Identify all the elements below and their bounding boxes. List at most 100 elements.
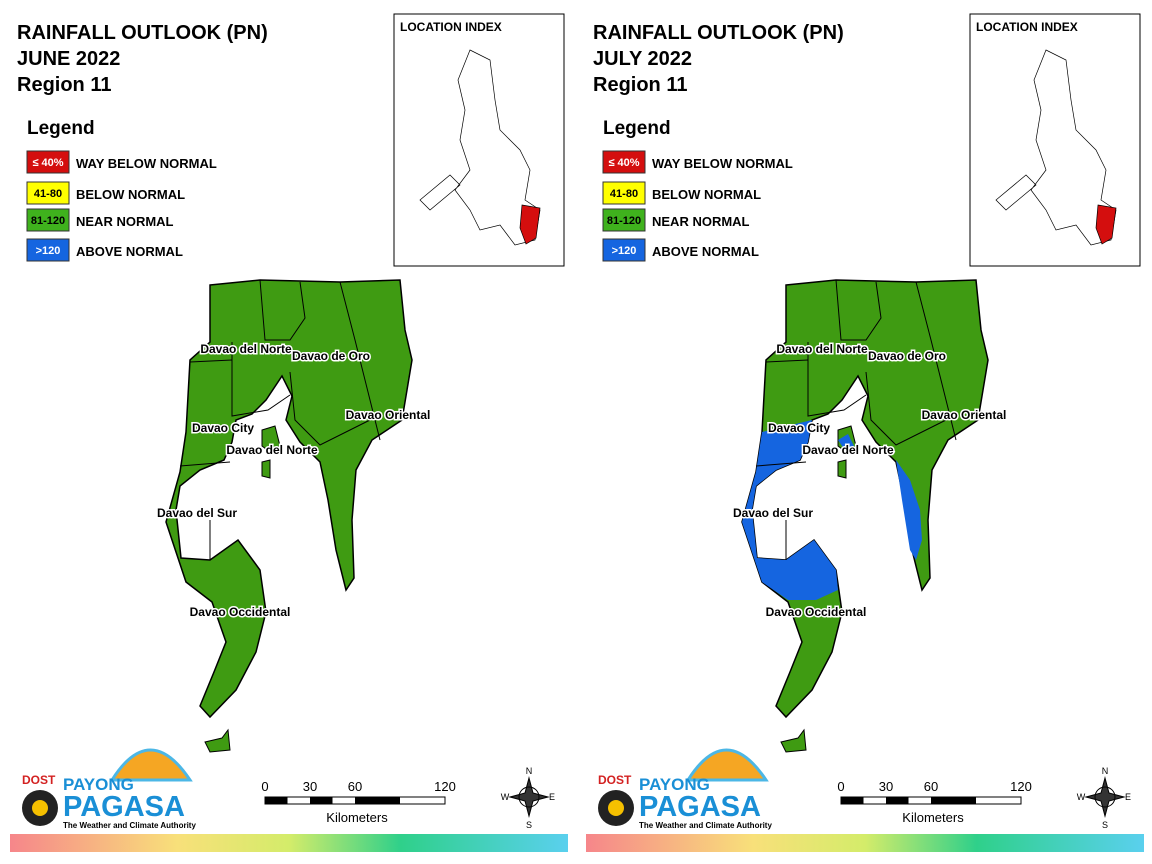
compass-letter: W: [1077, 792, 1086, 802]
legend-swatch-label: 81-120: [31, 215, 65, 227]
logo-agency: DOST: [22, 773, 56, 787]
compass-rose: [1084, 776, 1126, 818]
map-label: Davao Occidental: [766, 605, 867, 619]
title-line: Region 11: [593, 74, 687, 96]
boundary: [755, 461, 807, 467]
region-11-highlight: [1095, 204, 1117, 245]
legend-swatch-label: 41-80: [610, 188, 638, 200]
color-band: [10, 834, 568, 852]
legend-label: NEAR NORMAL: [652, 214, 750, 229]
legend-swatch: [26, 150, 70, 174]
logo-brand: PAGASA: [639, 791, 761, 823]
map-label: Davao Occidental: [190, 605, 291, 619]
map-label: Davao del Norte: [776, 342, 868, 356]
legend-swatch: [26, 181, 70, 205]
logo-tagline: The Weather and Climate Authority: [63, 821, 196, 830]
legend-swatch-label: >120: [612, 245, 637, 257]
panel: RAINFALL OUTLOOK (PN) JUNE 2022 Region 11 L…: [10, 13, 568, 852]
above-normal-area: [838, 434, 854, 452]
title-line: RAINFALL OUTLOOK (PN): [17, 22, 268, 44]
location-index-label: LOCATION INDEX: [400, 20, 502, 34]
title-line: JULY 2022: [593, 48, 692, 70]
island: [261, 425, 281, 453]
scale-unit: Kilometers: [326, 810, 388, 825]
legend-label: ABOVE NORMAL: [76, 244, 183, 259]
legend-swatch-label: ≤ 40%: [608, 157, 639, 169]
legend-swatch: [26, 208, 70, 232]
map-label: Davao del Sur: [157, 506, 237, 520]
legend-label: BELOW NORMAL: [76, 187, 185, 202]
logo-brand: PAGASA: [63, 791, 185, 823]
scale-tick-label: 120: [1010, 779, 1032, 794]
legend-swatch-label: ≤ 40%: [32, 157, 63, 169]
scale-tick-label: 30: [303, 779, 317, 794]
panel: RAINFALL OUTLOOK (PN) JULY 2022 Region 11 L…: [586, 13, 1144, 852]
scale-tick-label: 60: [924, 779, 938, 794]
compass-letter: N: [526, 766, 533, 776]
boundary: [259, 279, 306, 341]
legend-label: BELOW NORMAL: [652, 187, 761, 202]
boundary: [179, 461, 231, 467]
map-label: Davao del Sur: [733, 506, 813, 520]
scale-segment: [841, 797, 864, 804]
boundary: [765, 359, 809, 363]
map-label: Davao City: [192, 421, 254, 435]
compass-letter: W: [501, 792, 510, 802]
umbrella: [109, 748, 193, 782]
island: [204, 728, 231, 753]
scale-segment: [931, 797, 976, 804]
above-normal-area: [896, 460, 922, 560]
legend-swatch: [602, 150, 646, 174]
location-index-label: LOCATION INDEX: [976, 20, 1078, 34]
legend-label: WAY BELOW NORMAL: [652, 156, 793, 171]
island: [261, 459, 271, 479]
compass-letter: E: [549, 792, 555, 802]
philippines-outline: [419, 49, 541, 246]
umbrella: [685, 748, 769, 782]
legend-swatch: [26, 238, 70, 262]
map-label: Davao Oriental: [346, 408, 431, 422]
legend-swatch-label: >120: [36, 245, 61, 257]
logo-tagline: The Weather and Climate Authority: [639, 821, 772, 830]
philippines-outline: [995, 49, 1117, 246]
boundary: [189, 359, 233, 363]
map-label: Davao Oriental: [922, 408, 1007, 422]
logo-agency: DOST: [598, 773, 632, 787]
scale-segment: [355, 797, 400, 804]
boundary: [807, 342, 867, 417]
logo-brand-top: PAYONG: [639, 775, 710, 794]
compass-letter: S: [526, 820, 532, 830]
legend-swatch-label: 81-120: [607, 215, 641, 227]
region-map: [165, 279, 413, 719]
map-label: Davao del Norte: [802, 443, 894, 457]
scale-tick-label: 0: [261, 779, 268, 794]
map-label: Davao del Norte: [226, 443, 318, 457]
map-label: Davao City: [768, 421, 830, 435]
legend-label: WAY BELOW NORMAL: [76, 156, 217, 171]
island: [837, 459, 847, 479]
legend-swatch: [602, 181, 646, 205]
compass-letter: N: [1102, 766, 1109, 776]
logo-mark-center: [608, 800, 624, 816]
scale-segment: [265, 797, 288, 804]
color-band: [586, 834, 1144, 852]
compass-letter: S: [1102, 820, 1108, 830]
legend-title: Legend: [27, 118, 95, 139]
scale-segment: [886, 797, 909, 804]
scale-segment: [310, 797, 333, 804]
legend-swatch: [602, 208, 646, 232]
legend-label: NEAR NORMAL: [76, 214, 174, 229]
legend-swatch: [602, 238, 646, 262]
region-11-highlight: [519, 204, 541, 245]
island: [780, 728, 807, 753]
scale-tick-label: 60: [348, 779, 362, 794]
legend-swatch-label: 41-80: [34, 188, 62, 200]
compass-ring: [518, 786, 540, 808]
boundary: [339, 281, 381, 441]
legend-label: ABOVE NORMAL: [652, 244, 759, 259]
title-line: JUNE 2022: [17, 48, 120, 70]
scale-tick-label: 120: [434, 779, 456, 794]
boundary: [915, 281, 957, 441]
compass-letter: E: [1125, 792, 1131, 802]
